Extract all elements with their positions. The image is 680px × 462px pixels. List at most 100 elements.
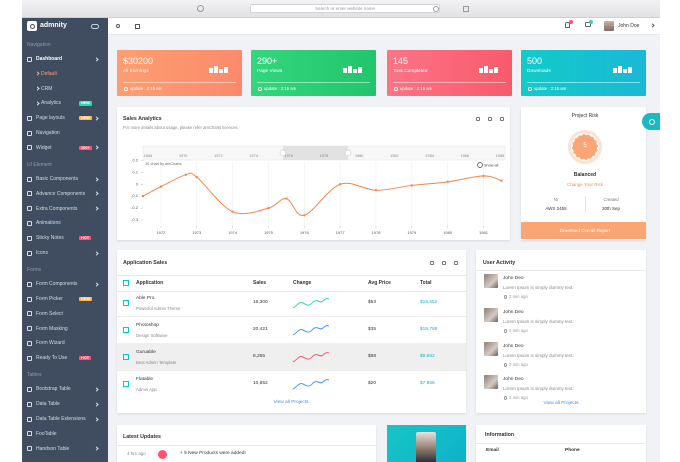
stat-value: $30200 [123, 55, 154, 66]
checkbox[interactable] [123, 280, 129, 286]
stat-icon-bar [628, 67, 632, 73]
view-all-link[interactable]: View all Projects [273, 400, 309, 406]
sidebar-icon [27, 340, 32, 346]
sidebar-item[interactable]: Bootstrap Table [36, 386, 71, 393]
card-tool-icon[interactable] [488, 117, 492, 121]
activity-text: Lorem Ipsum is simply dummy text. [503, 386, 574, 392]
sparkline [293, 298, 329, 309]
app-desc: Powerful Admin Theme [136, 306, 181, 312]
sidebar-item[interactable]: Sticky Notes [36, 235, 64, 242]
sidebar-item[interactable]: Page layouts [36, 115, 65, 122]
data-point [410, 184, 414, 187]
sidebar-icon [27, 115, 32, 121]
risk-value: 5 [583, 143, 587, 150]
sidebar-item[interactable]: Extra Components [36, 205, 78, 212]
card-tool-icon[interactable] [442, 261, 446, 265]
sidebar-subitem[interactable]: Analytics [41, 100, 62, 107]
checkbox[interactable] [123, 299, 129, 306]
sidebar-item[interactable]: Data Table Extensions [36, 416, 86, 422]
user-name[interactable]: John Doe [618, 23, 640, 29]
y-tick-label: 0 [136, 181, 139, 186]
stat-icon-bar [494, 67, 498, 73]
clock-icon [503, 363, 508, 367]
profile-photo [416, 432, 436, 462]
browser-icon [463, 5, 469, 12]
risk-link[interactable]: Change Your Risk [566, 182, 604, 188]
app-desc: Best Admin Template [136, 360, 177, 366]
sidebar-item[interactable]: Form Picker [36, 296, 63, 302]
card-title: Sales Analytics [123, 115, 162, 122]
data-point [195, 175, 198, 179]
card [117, 107, 510, 240]
sidebar-icon [27, 386, 32, 392]
clock-icon [503, 295, 508, 299]
stat-icon-bar [489, 69, 493, 73]
address-bar[interactable] [250, 4, 440, 13]
sidebar-icon [27, 56, 32, 62]
card-tool-icon[interactable] [430, 261, 434, 265]
sidebar-item[interactable]: Navigation [36, 130, 60, 136]
sales-value: 20,421 [253, 327, 268, 333]
sidebar-item[interactable]: Form Masking [36, 325, 68, 332]
browser-icon [433, 5, 439, 12]
row-divider [117, 370, 466, 371]
sidebar-item[interactable]: Dashboard [36, 56, 63, 62]
zoom-icon[interactable] [477, 162, 483, 168]
search-icon [115, 23, 121, 29]
stat-update: update : 2:15 am [534, 86, 567, 92]
checkbox[interactable] [123, 380, 129, 387]
sidebar-item[interactable]: Widget [36, 144, 52, 151]
header [108, 18, 660, 35]
risk-status: Balanced [573, 172, 597, 178]
stat-divider [393, 82, 506, 83]
activity-name: John Deo [503, 344, 524, 350]
stat-label: Task Completed [393, 69, 428, 75]
sidebar-subitem[interactable]: Default [41, 70, 57, 77]
sidebar-item[interactable]: Data Table [36, 401, 60, 408]
card-tool-icon[interactable] [454, 261, 458, 265]
data-point [285, 197, 288, 200]
show-all-button[interactable]: Show all [484, 164, 499, 168]
navigator-handle[interactable] [344, 149, 352, 157]
sidebar-item[interactable]: Advance Components [36, 190, 86, 197]
x-tick-label: 1980 [443, 230, 453, 235]
address-placeholder: Search or enter website name [314, 5, 376, 11]
sidebar-subitem[interactable]: CRM [41, 85, 53, 92]
sidebar-item[interactable]: FooTable [36, 430, 57, 437]
sidebar-item[interactable]: Animations [36, 220, 61, 227]
sidebar-item[interactable]: Handson Table [36, 445, 70, 452]
sidebar-badge: 100+ [79, 145, 92, 151]
y-tick-label: 0.1 [132, 169, 138, 174]
activity-text: Lorem Ipsum is simply dummy text. [503, 285, 574, 291]
sidebar-item[interactable]: Form Wizard [36, 340, 65, 347]
card-tool-icon[interactable] [500, 117, 504, 121]
sparkline [293, 379, 329, 390]
sidebar-item[interactable]: Form Select [36, 310, 63, 317]
card-divider [476, 443, 646, 444]
stat-icon-bar [343, 68, 347, 73]
card-title: Project Risk [571, 113, 599, 119]
sidebar-item[interactable]: Icons [36, 250, 48, 256]
checkbox[interactable] [123, 326, 129, 333]
sidebar-icon [27, 296, 32, 302]
line-series [142, 172, 502, 216]
update-text: + 5 New Products were added! [180, 451, 246, 457]
checkbox[interactable] [123, 353, 129, 360]
app-desc: Design Software [136, 333, 168, 339]
card-tool-icon[interactable] [476, 117, 480, 121]
x-tick-label: 1973 [192, 230, 202, 235]
sidebar-icon [27, 145, 32, 151]
navigator-label: 1982 [390, 154, 398, 158]
sidebar-item[interactable]: Form Components [36, 281, 78, 288]
activity-avatar [484, 274, 498, 288]
sidebar-item[interactable]: Ready To Use [36, 355, 68, 362]
navigator-handle[interactable] [279, 149, 287, 157]
view-all-link[interactable]: View all Projects [543, 401, 579, 407]
download-button[interactable] [521, 222, 646, 239]
card-divider [117, 445, 376, 446]
app-name: Flatable [136, 377, 154, 383]
data-point [446, 180, 449, 184]
navigator-selection[interactable] [283, 146, 348, 160]
menu-toggle[interactable] [91, 23, 99, 29]
sidebar-item[interactable]: Basic Components [36, 176, 78, 182]
